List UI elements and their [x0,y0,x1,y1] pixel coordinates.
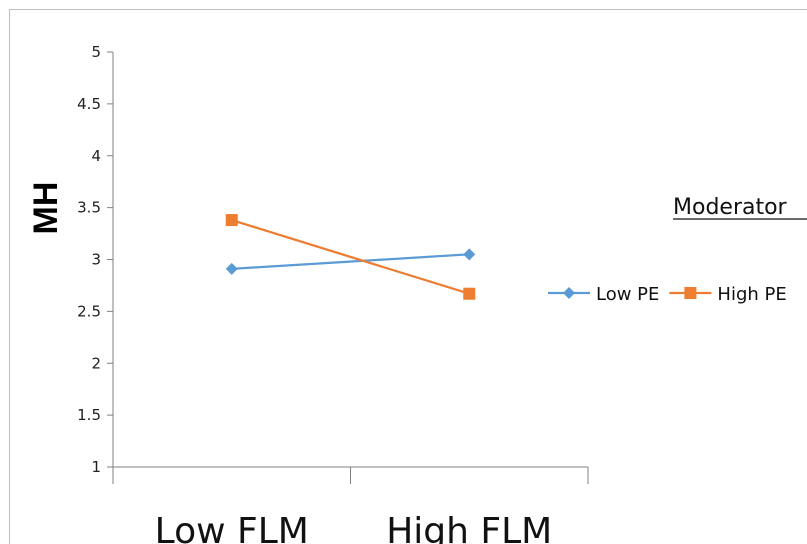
y-tick-label: 3.5 [77,199,101,217]
y-tick-label: 2.5 [77,302,101,320]
data-point [463,287,476,300]
data-point [225,214,238,227]
legend-title: Moderator [673,195,788,220]
y-axis-title: MH [27,182,65,235]
y-tick-label: 5 [91,43,101,61]
series-line-high-pe [231,219,470,295]
series-layer [225,214,476,300]
legend: Moderator Low PE High PE [548,195,807,305]
y-tick-label: 3 [91,251,101,269]
x-tick-label: High FLM [386,511,552,544]
legend-marker [563,287,575,299]
legend-label: Low PE [596,284,659,305]
y-tick-label: 4 [91,147,101,165]
legend-marker [684,287,697,299]
legend-label: High PE [717,284,786,305]
x-tick-label: Low FLM [155,511,309,544]
axes: 1 1.5 2 2.5 3 3.5 4 4.5 5 Low FLM High FLM [77,43,589,544]
y-tick-label: 1 [91,458,101,476]
y-tick-label: 2 [91,354,101,372]
data-point [225,262,238,275]
chart-border [9,9,807,544]
y-tick-label: 1.5 [77,406,101,424]
y-tick-label: 4.5 [77,95,101,113]
data-point [463,248,476,261]
series-line-low-pe [231,253,470,270]
